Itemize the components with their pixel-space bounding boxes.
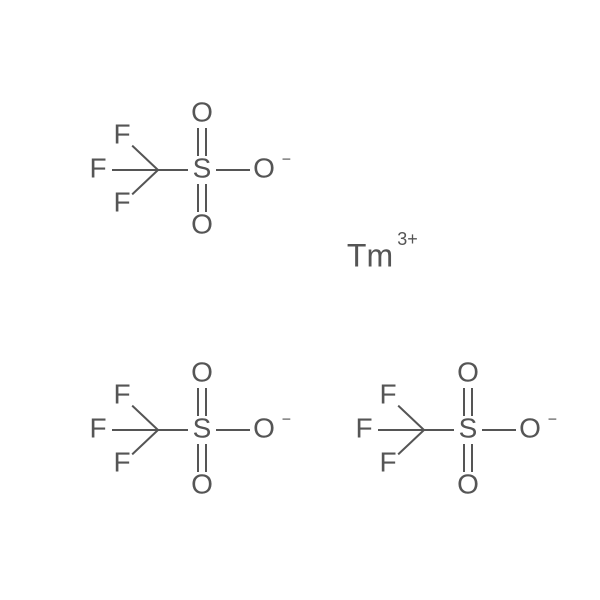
oxygen-right-charge: − (282, 411, 291, 428)
oxygen-right-charge: − (282, 151, 291, 168)
chemical-structure-diagram: { "type": "chemical-structure", "compoun… (0, 0, 600, 600)
oxygen-right-charge: − (548, 411, 557, 428)
oxygen-up-label: O (191, 96, 213, 127)
oxygen-down-label: O (191, 468, 213, 499)
fluorine-left-label: F (89, 412, 106, 443)
fluorine-downleft-label: F (113, 446, 130, 477)
oxygen-down-label: O (457, 468, 479, 499)
thulium-symbol: Tm (347, 237, 393, 273)
triflate-bottom-right: SOOO−FFF (355, 356, 557, 499)
oxygen-up-label: O (457, 356, 479, 387)
molecule-canvas: SOOO−FFFSOOO−FFFSOOO−FFFTm3+ (0, 0, 600, 600)
fluorine-left-label: F (355, 412, 372, 443)
fluorine-downleft-label: F (379, 446, 396, 477)
thulium-cation: Tm3+ (347, 229, 418, 273)
sulfur-label: S (459, 412, 478, 443)
oxygen-up-label: O (191, 356, 213, 387)
oxygen-right-label: O (253, 412, 275, 443)
thulium-charge: 3+ (397, 229, 418, 249)
sulfur-label: S (193, 412, 212, 443)
oxygen-right-label: O (253, 152, 275, 183)
fluorine-upleft-label: F (113, 118, 130, 149)
fluorine-downleft-label: F (113, 186, 130, 217)
triflate-bottom-left: SOOO−FFF (89, 356, 291, 499)
fluorine-upleft-label: F (379, 378, 396, 409)
oxygen-down-label: O (191, 208, 213, 239)
triflate-top: SOOO−FFF (89, 96, 291, 239)
sulfur-label: S (193, 152, 212, 183)
fluorine-left-label: F (89, 152, 106, 183)
fluorine-upleft-label: F (113, 378, 130, 409)
oxygen-right-label: O (519, 412, 541, 443)
